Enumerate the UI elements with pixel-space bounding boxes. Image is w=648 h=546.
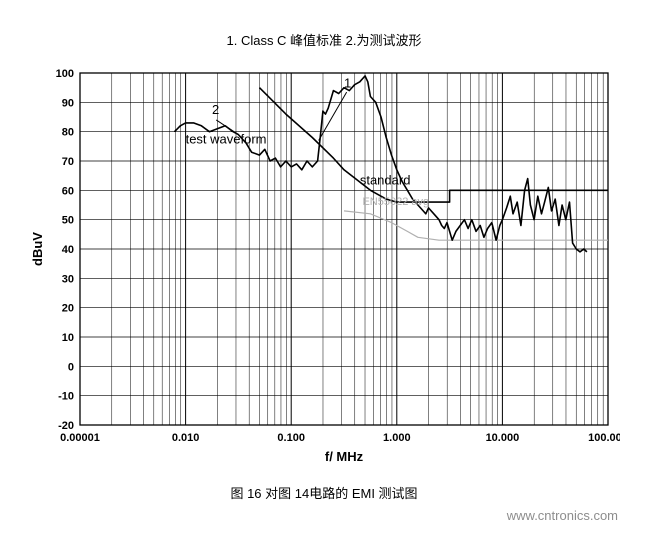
svg-text:30: 30 (62, 273, 74, 285)
svg-text:10.000: 10.000 (486, 432, 520, 444)
svg-text:40: 40 (62, 244, 74, 256)
svg-text:EN55022 avg: EN55022 avg (362, 196, 429, 208)
svg-text:-20: -20 (58, 420, 74, 432)
svg-text:50: 50 (62, 215, 74, 227)
svg-text:0: 0 (68, 361, 74, 373)
svg-text:100: 100 (56, 68, 74, 80)
svg-text:test waveform: test waveform (186, 131, 267, 146)
svg-text:10: 10 (62, 332, 74, 344)
svg-text:60: 60 (62, 185, 74, 197)
svg-text:100.000: 100.000 (588, 432, 620, 444)
svg-text:20: 20 (62, 303, 74, 315)
figure-caption: 图 16 对图 14电路的 EMI 测试图 (0, 471, 648, 502)
watermark: www.cntronics.com (507, 508, 618, 523)
svg-text:standard: standard (360, 172, 411, 187)
chart-svg: -20 -10 0 10 20 30 40 50 60 70 80 90 100 0.00001 0.010… (28, 61, 620, 471)
svg-text:dBuV: dBuV (30, 232, 45, 266)
svg-text:90: 90 (62, 97, 74, 109)
svg-text:0.100: 0.100 (277, 432, 305, 444)
svg-text:1: 1 (344, 76, 351, 91)
emi-chart: -20 -10 0 10 20 30 40 50 60 70 80 90 100 0.00001 0.010… (28, 61, 620, 471)
svg-text:0.00001: 0.00001 (60, 432, 100, 444)
svg-text:f/ MHz: f/ MHz (325, 449, 364, 464)
svg-text:2: 2 (212, 102, 219, 117)
svg-text:0.010: 0.010 (172, 432, 200, 444)
svg-text:80: 80 (62, 127, 74, 139)
svg-text:70: 70 (62, 156, 74, 168)
svg-text:1.000: 1.000 (383, 432, 411, 444)
svg-text:-10: -10 (58, 391, 74, 403)
legend-caption: 1. Class C 峰值标准 2.为测试波形 (0, 0, 648, 61)
